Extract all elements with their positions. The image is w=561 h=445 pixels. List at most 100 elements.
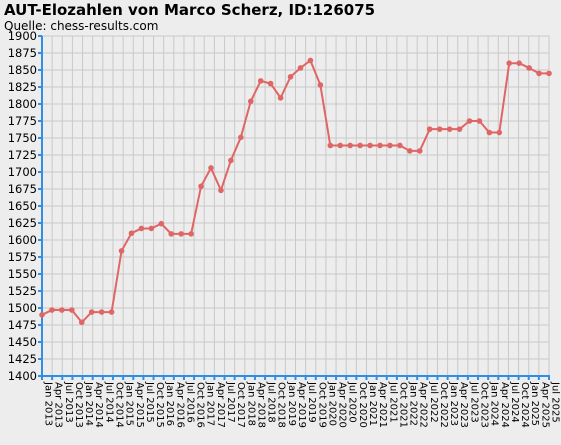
x-tick-label: Apr 2017 xyxy=(215,382,226,428)
x-tick-label: Oct 2024 xyxy=(519,382,530,428)
y-tick-label: 1600 xyxy=(8,233,37,247)
y-tick-label: 1900 xyxy=(8,29,37,43)
data-point xyxy=(59,307,65,313)
data-point xyxy=(287,74,294,80)
data-point xyxy=(347,142,353,149)
data-point xyxy=(317,82,324,88)
data-point xyxy=(516,60,522,66)
x-tick-label: Jul 2020 xyxy=(347,381,358,423)
x-tick-label: Jul 2015 xyxy=(144,381,155,423)
x-tick-label: Apr 2025 xyxy=(539,382,550,428)
x-tick-label: Oct 2023 xyxy=(479,382,490,428)
data-point xyxy=(198,183,204,190)
y-tick-label: 1450 xyxy=(8,335,37,349)
x-tick-label: Apr 2013 xyxy=(53,382,64,428)
data-point xyxy=(446,126,453,132)
grid-lines xyxy=(41,35,550,377)
y-tick-label: 1850 xyxy=(8,63,37,77)
data-point xyxy=(416,148,423,154)
data-point xyxy=(387,142,393,149)
x-tick-label: Apr 2020 xyxy=(337,382,348,428)
x-tick-label: Apr 2015 xyxy=(134,382,145,428)
x-tick-label: Jan 2013 xyxy=(43,381,54,426)
y-tick-label: 1650 xyxy=(8,199,37,213)
data-point xyxy=(337,142,344,149)
data-point xyxy=(307,57,314,64)
x-tick-label: Oct 2022 xyxy=(438,382,449,428)
x-tick-label: Apr 2023 xyxy=(458,382,469,428)
x-tick-label: Jan 2015 xyxy=(124,381,135,426)
data-point xyxy=(327,142,334,149)
y-tick-label: 1550 xyxy=(8,267,37,281)
data-point xyxy=(267,80,274,87)
x-tick-label: Jul 2014 xyxy=(103,381,114,423)
data-point xyxy=(247,98,254,105)
x-tick-label: Jan 2021 xyxy=(367,381,378,426)
y-tick-label: 1400 xyxy=(8,369,37,383)
data-point xyxy=(188,231,194,237)
y-tick-label: 1525 xyxy=(8,284,37,298)
data-point xyxy=(357,142,363,149)
y-tick-label: 1825 xyxy=(8,80,37,94)
x-tick-label: Jan 2020 xyxy=(326,381,337,426)
x-tick-label: Jan 2022 xyxy=(408,381,419,426)
x-tick-label: Apr 2014 xyxy=(93,382,104,428)
x-tick-label: Oct 2014 xyxy=(113,382,124,428)
data-point xyxy=(456,126,463,132)
data-point xyxy=(536,70,542,77)
data-point xyxy=(69,307,75,313)
x-tick-label: Jan 2014 xyxy=(83,381,94,426)
data-point xyxy=(466,118,473,124)
data-point xyxy=(238,134,244,141)
x-tick-label: Oct 2013 xyxy=(73,382,84,428)
x-tick-label: Jan 2017 xyxy=(205,381,216,426)
x-tick-label: Apr 2022 xyxy=(418,382,429,428)
x-tick-label: Jul 2024 xyxy=(509,381,520,423)
x-tick-label: Jul 2019 xyxy=(306,381,317,423)
x-tick-label: Oct 2021 xyxy=(397,382,408,428)
x-tick-label: Apr 2016 xyxy=(174,382,185,428)
data-point xyxy=(108,309,115,315)
data-point xyxy=(98,309,105,315)
data-point xyxy=(436,126,443,132)
x-tick-label: Jan 2025 xyxy=(529,381,540,426)
data-point xyxy=(218,187,224,194)
tick-labels: 1400 1425 1450 1475 1500 1525 1550 1575 1600 1625… xyxy=(8,29,561,428)
y-tick-label: 1500 xyxy=(8,301,37,315)
x-tick-label: Jul 2025 xyxy=(550,381,561,423)
data-point xyxy=(407,148,413,154)
x-tick-label: Oct 2020 xyxy=(357,382,368,428)
data-point xyxy=(476,118,483,124)
data-point xyxy=(39,312,45,318)
data-point xyxy=(486,129,493,136)
data-point xyxy=(526,65,532,71)
data-point xyxy=(377,142,383,149)
y-tick-label: 1750 xyxy=(8,131,37,145)
x-tick-label: Jul 2017 xyxy=(225,381,236,423)
x-tick-label: Jul 2023 xyxy=(468,381,479,423)
x-tick-label: Jul 2021 xyxy=(387,381,398,423)
x-tick-label: Jan 2019 xyxy=(286,381,297,426)
data-point xyxy=(426,126,433,132)
x-tick-label: Jul 2022 xyxy=(428,381,439,423)
data-point xyxy=(78,319,85,326)
x-tick-label: Jan 2018 xyxy=(245,381,256,426)
y-tick-label: 1775 xyxy=(8,114,37,128)
x-tick-label: Oct 2017 xyxy=(235,382,246,428)
y-tick-label: 1425 xyxy=(8,352,37,366)
data-point xyxy=(297,65,304,71)
y-tick-label: 1700 xyxy=(8,165,37,179)
x-tick-label: Oct 2019 xyxy=(316,382,327,428)
x-tick-label: Oct 2016 xyxy=(195,382,206,428)
x-tick-label: Apr 2019 xyxy=(296,382,307,428)
data-point xyxy=(506,60,513,66)
data-point xyxy=(138,225,145,232)
data-point xyxy=(49,307,55,313)
data-point xyxy=(367,142,373,149)
data-point xyxy=(397,142,403,149)
data-point xyxy=(168,231,175,237)
data-point xyxy=(208,165,214,171)
x-tick-label: Apr 2024 xyxy=(499,382,510,428)
axes xyxy=(38,35,550,380)
